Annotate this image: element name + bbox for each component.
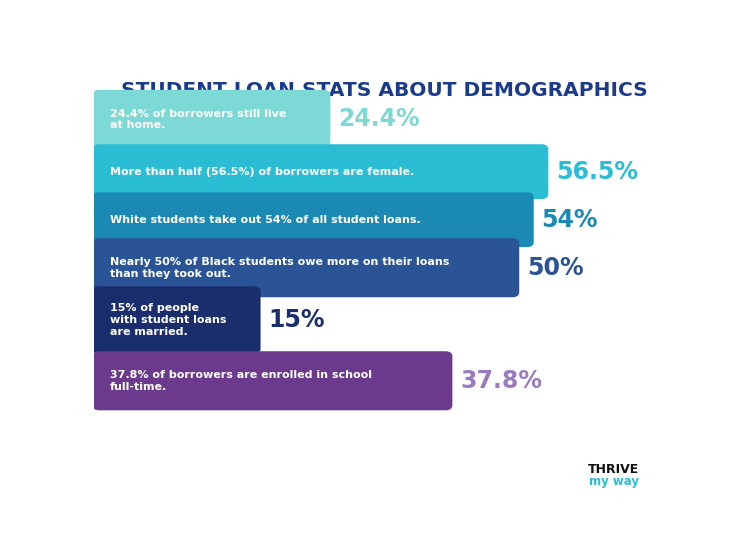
Text: 37.8% of borrowers are enrolled in school
full-time.: 37.8% of borrowers are enrolled in schoo… (110, 370, 372, 391)
Text: More than half (56.5%) of borrowers are female.: More than half (56.5%) of borrowers are … (110, 167, 414, 177)
FancyBboxPatch shape (92, 238, 519, 297)
Text: 56.5%: 56.5% (556, 160, 638, 184)
Text: THRIVE: THRIVE (588, 463, 640, 476)
Text: 37.8%: 37.8% (460, 369, 542, 393)
FancyBboxPatch shape (92, 286, 260, 354)
Text: White students take out 54% of all student loans.: White students take out 54% of all stude… (110, 215, 421, 225)
Text: 54%: 54% (542, 208, 598, 232)
Text: my way: my way (589, 475, 639, 489)
FancyBboxPatch shape (92, 90, 330, 149)
FancyBboxPatch shape (92, 351, 452, 410)
FancyBboxPatch shape (92, 192, 534, 247)
Text: 24.4%: 24.4% (338, 108, 419, 131)
Text: Nearly 50% of Black students owe more on their loans
than they took out.: Nearly 50% of Black students owe more on… (110, 257, 449, 279)
Text: 24.4% of borrowers still live
at home.: 24.4% of borrowers still live at home. (110, 109, 286, 130)
Text: 50%: 50% (526, 256, 584, 280)
Text: 15%: 15% (268, 308, 325, 332)
Text: STUDENT LOAN STATS ABOUT DEMOGRAPHICS: STUDENT LOAN STATS ABOUT DEMOGRAPHICS (121, 81, 648, 100)
Text: 15% of people
with student loans
are married.: 15% of people with student loans are mar… (110, 304, 226, 337)
FancyBboxPatch shape (92, 144, 548, 199)
